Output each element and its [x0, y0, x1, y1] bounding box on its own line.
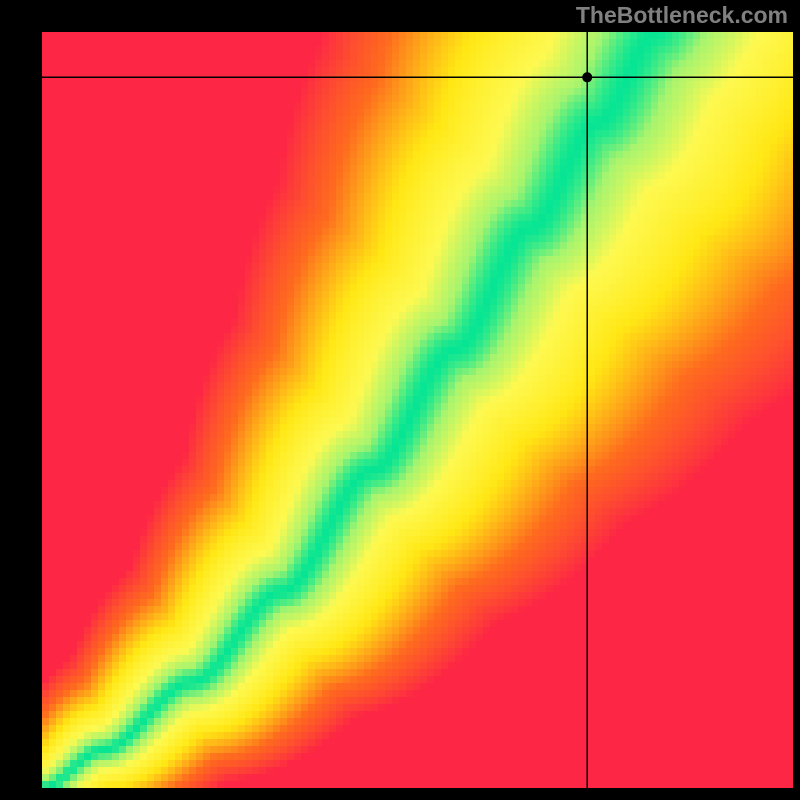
- watermark-text: TheBottleneck.com: [576, 2, 788, 29]
- bottleneck-heatmap-canvas: [0, 0, 800, 800]
- bottleneck-heatmap-container: { "watermark": { "text": "TheBottleneck.…: [0, 0, 800, 800]
